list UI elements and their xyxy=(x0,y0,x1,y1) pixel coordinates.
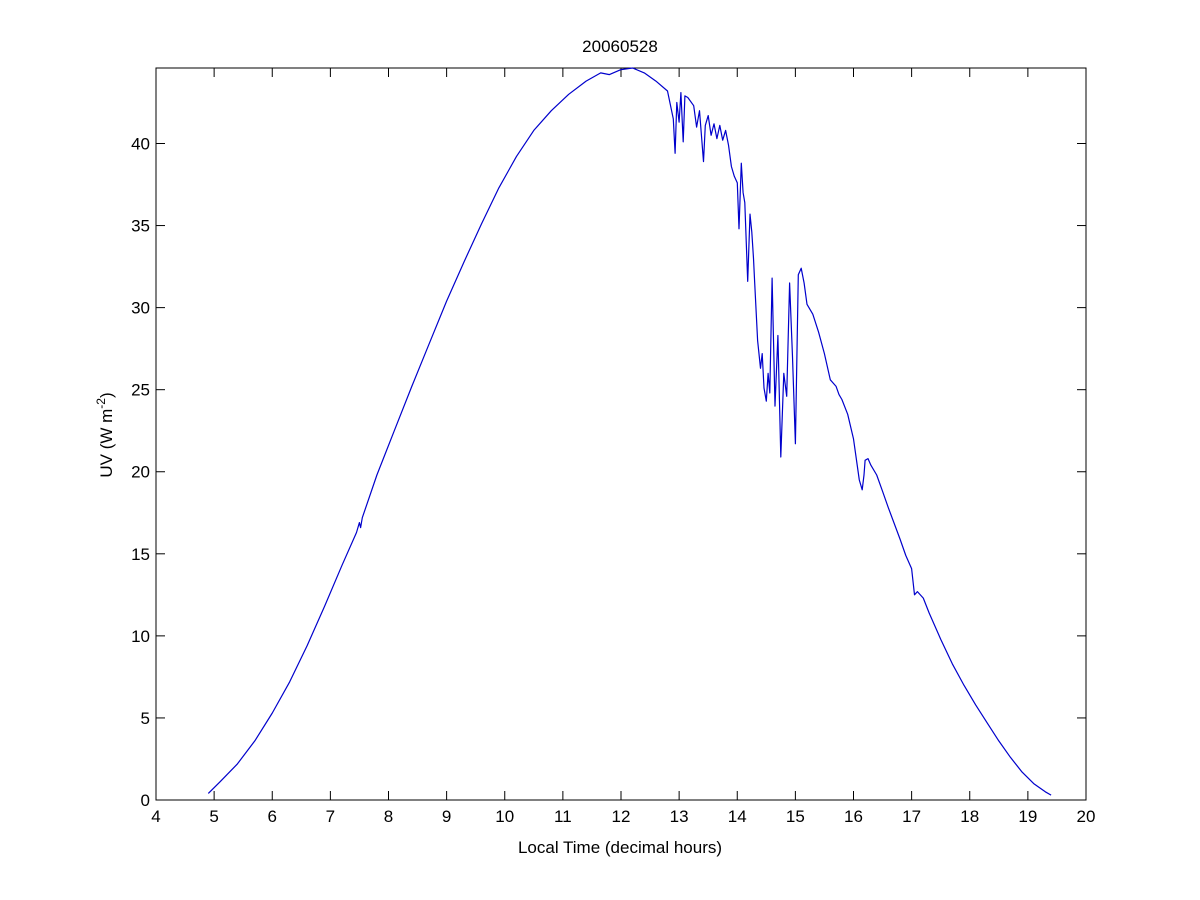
chart-title: 20060528 xyxy=(582,37,658,56)
x-axis-title: Local Time (decimal hours) xyxy=(518,838,722,857)
x-tick-label: 17 xyxy=(902,807,921,826)
y-axis-title-close: ) xyxy=(97,392,116,398)
y-tick-label: 5 xyxy=(141,709,150,728)
x-tick-label: 13 xyxy=(670,807,689,826)
y-tick-label: 30 xyxy=(131,299,150,318)
y-tick-label: 25 xyxy=(131,381,150,400)
plot-area xyxy=(155,67,1087,801)
y-tick-label: 35 xyxy=(131,217,150,236)
x-tick-label: 10 xyxy=(495,807,514,826)
x-tick-label: 14 xyxy=(728,807,747,826)
x-tick-label: 20 xyxy=(1077,807,1096,826)
x-tick-label: 6 xyxy=(268,807,277,826)
x-tick-label: 11 xyxy=(554,807,572,826)
x-tick-label: 18 xyxy=(960,807,979,826)
y-tick-label: 40 xyxy=(131,134,150,153)
x-tick-label: 4 xyxy=(151,807,160,826)
x-tick-label: 15 xyxy=(786,807,805,826)
series-line-uv xyxy=(207,67,1052,796)
x-tick-label: 9 xyxy=(442,807,451,826)
y-axis-title-main: UV (W m xyxy=(97,409,116,478)
x-tick-label: 7 xyxy=(326,807,335,826)
y-axis-title: UV (W m-2) xyxy=(94,392,116,477)
x-tick-label: 19 xyxy=(1018,807,1037,826)
x-tick-label: 8 xyxy=(384,807,393,826)
x-tick-label: 16 xyxy=(844,807,863,826)
y-tick-label: 15 xyxy=(131,545,150,564)
y-tick-label: 0 xyxy=(141,791,150,810)
x-tick-label: 5 xyxy=(209,807,218,826)
y-tick-label: 20 xyxy=(131,463,150,482)
x-tick-label: 12 xyxy=(612,807,631,826)
x-axis-ticks: 4 5 6 7 8 9 10 11 12 13 14 15 16 17 18 19 20 xyxy=(151,68,1095,826)
y-tick-label: 10 xyxy=(131,627,150,646)
y-axis-title-exponent: -2 xyxy=(94,398,108,409)
y-axis-ticks: 0 5 10 15 20 25 30 35 40 xyxy=(131,134,1086,810)
